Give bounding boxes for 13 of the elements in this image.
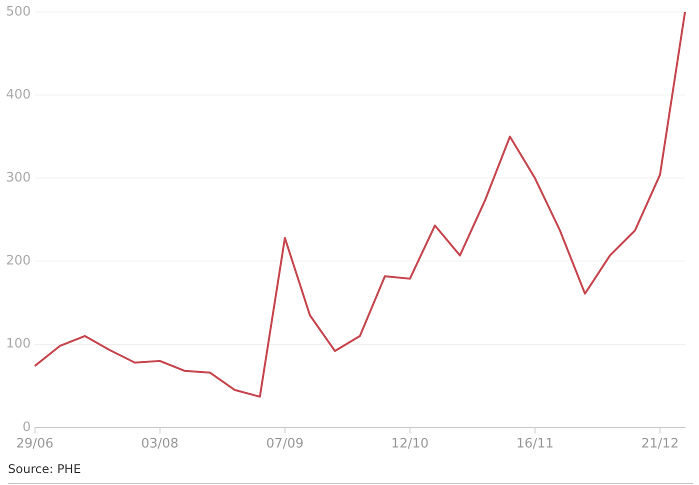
x-tick-label: 29/06 xyxy=(16,436,54,452)
x-tick-label: 16/11 xyxy=(516,436,554,452)
y-tick-label: 300 xyxy=(6,170,31,186)
y-tick-label: 100 xyxy=(6,336,31,352)
y-tick-label: 400 xyxy=(6,87,31,102)
source-note: Source: PHE xyxy=(8,462,81,476)
x-tick-label: 21/12 xyxy=(641,436,679,452)
y-tick-label: 200 xyxy=(6,254,31,269)
y-tick-label: 500 xyxy=(6,4,31,20)
y-tick-label: 0 xyxy=(22,420,31,435)
x-tick-label: 03/08 xyxy=(141,436,179,452)
x-tick-label: 07/09 xyxy=(266,436,304,452)
x-tick-label: 12/10 xyxy=(391,436,429,452)
